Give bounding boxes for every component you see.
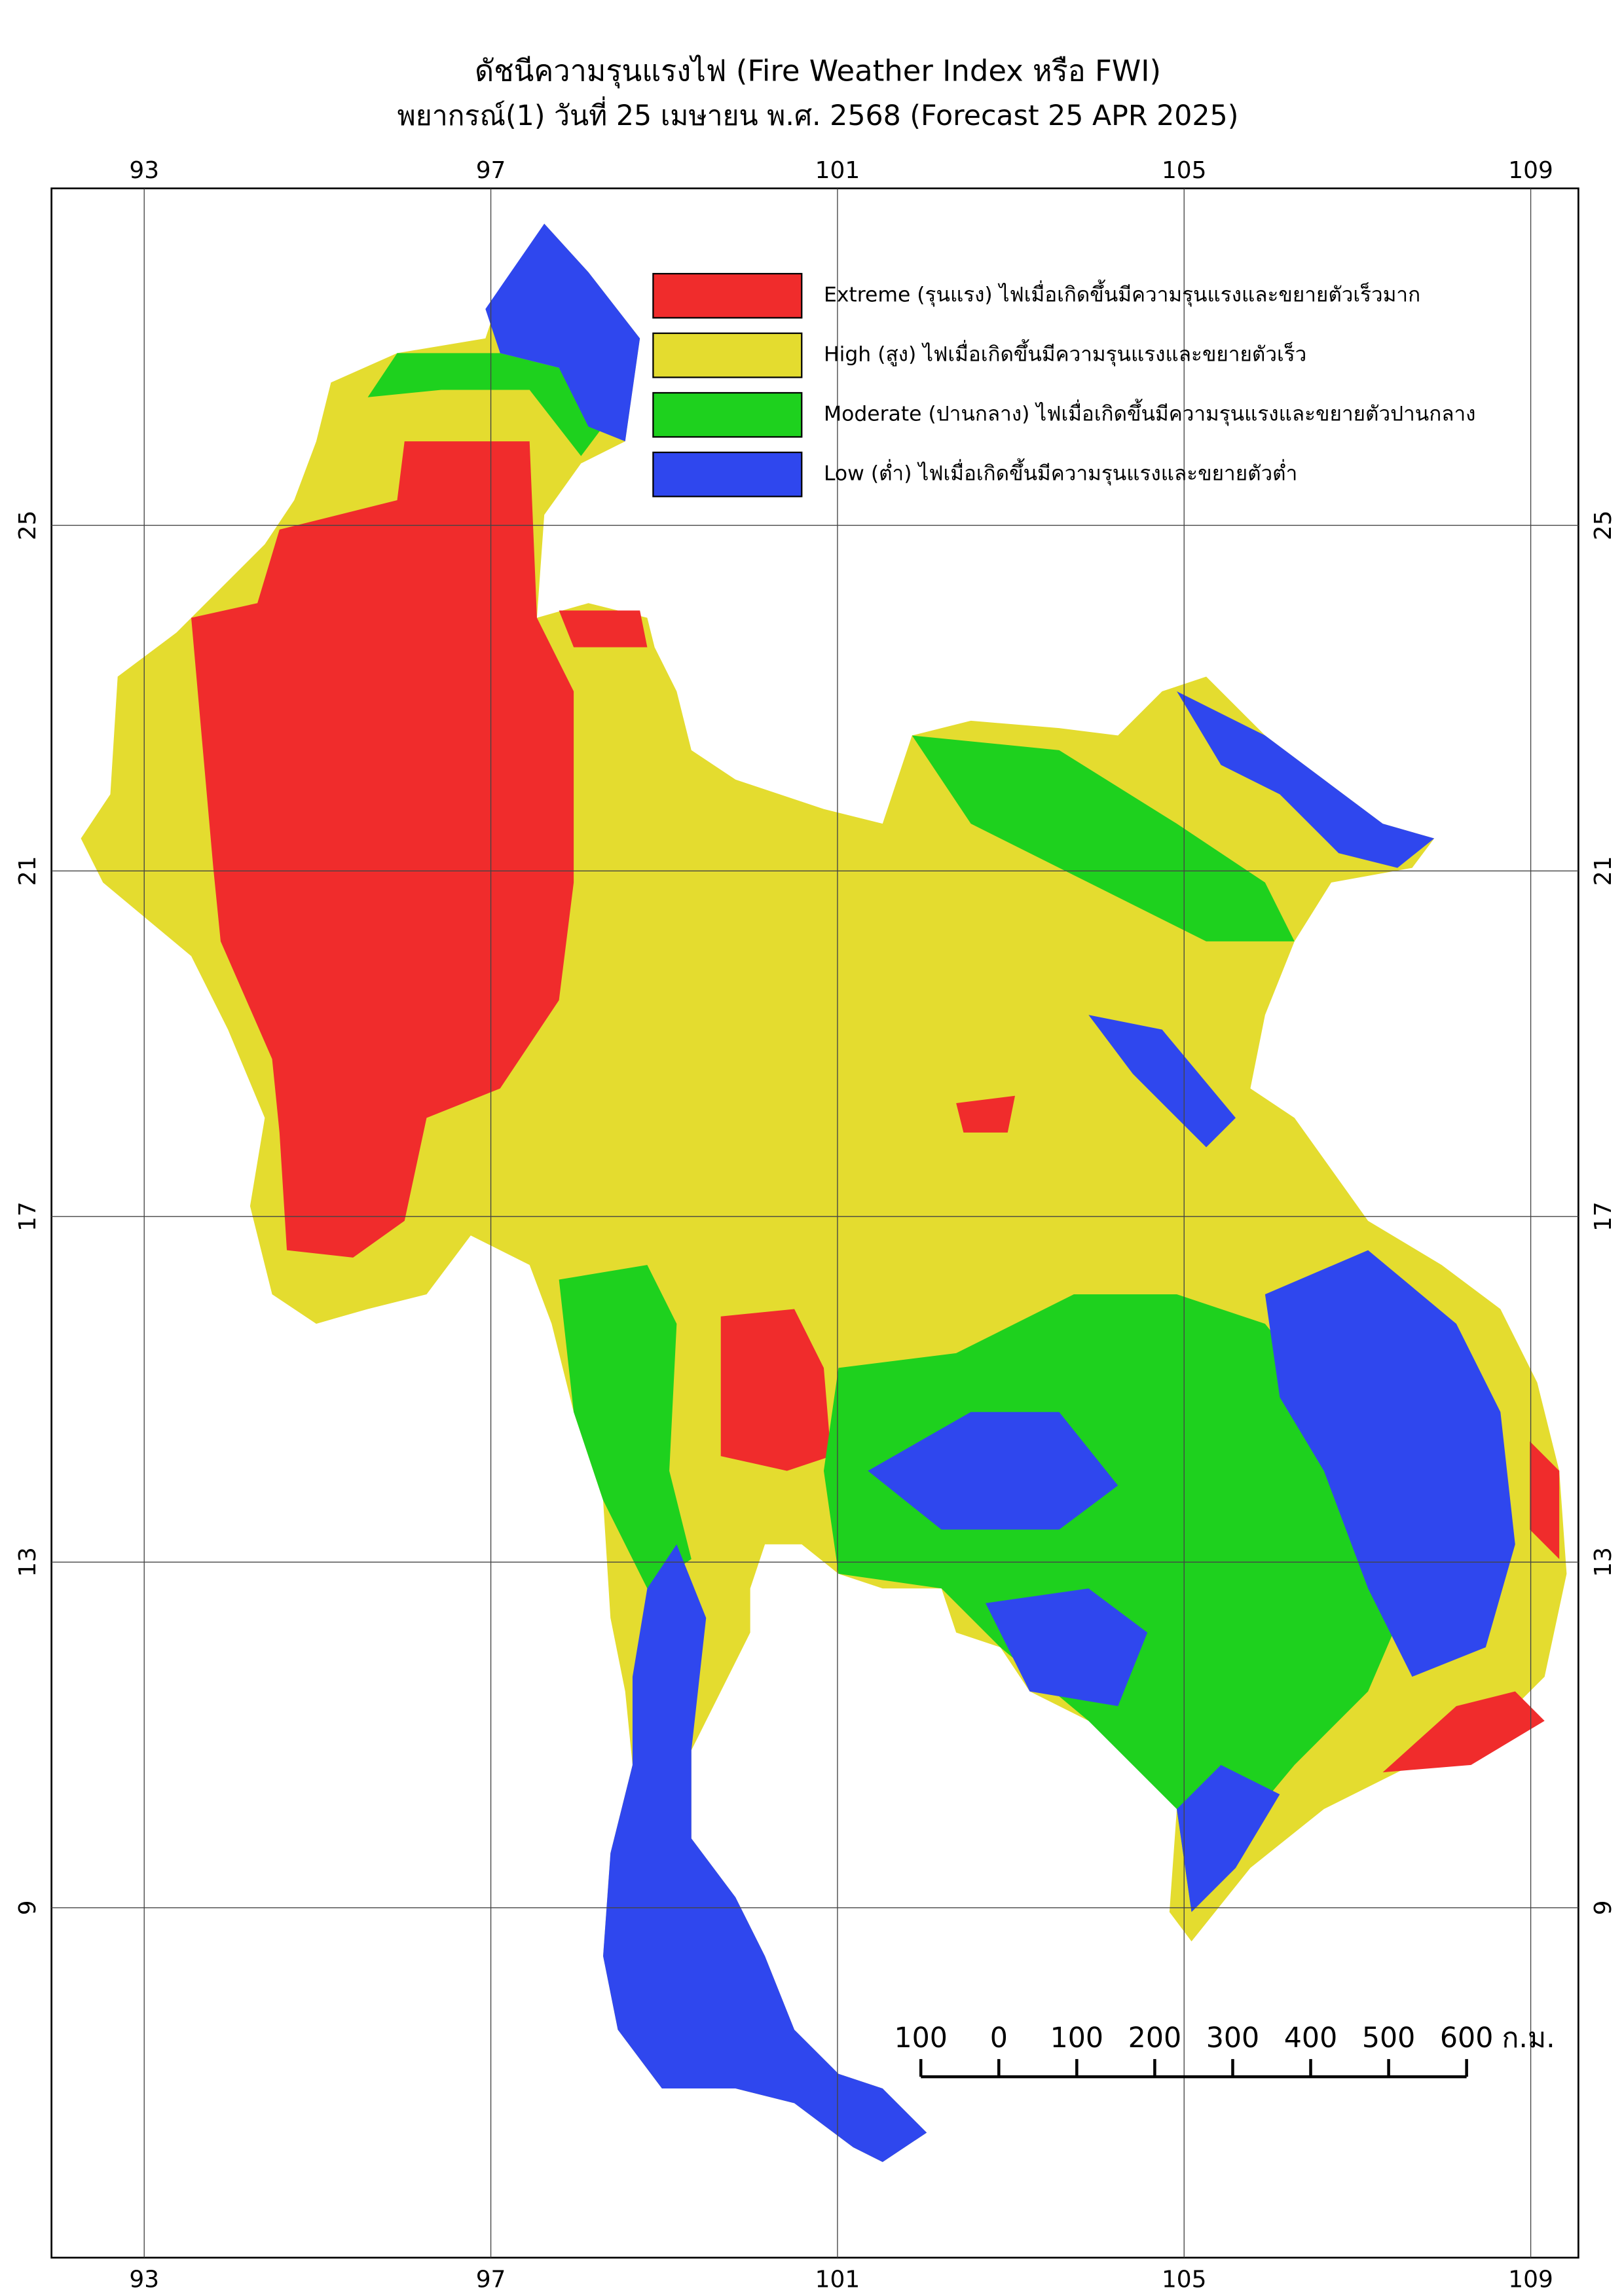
title: ดัชนีความรุนแรงไฟ (Fire Weather Index หร… bbox=[475, 54, 1161, 89]
scale-label: 0 bbox=[990, 2022, 1008, 2054]
region-extreme bbox=[1530, 1441, 1560, 1559]
legend-swatch bbox=[652, 451, 803, 498]
region-low bbox=[1177, 1764, 1280, 1912]
subtitle: พยากรณ์(1) วันที่ 25 เมษายน พ.ศ. 2568 (F… bbox=[397, 96, 1239, 132]
scale-unit: ก.ม. bbox=[1502, 2022, 1555, 2054]
region-moderate bbox=[367, 353, 604, 456]
region-low bbox=[603, 1544, 927, 2162]
scale-label: 100 bbox=[895, 2022, 948, 2054]
lon-label-bottom: 109 bbox=[1508, 2266, 1553, 2293]
land-layers bbox=[81, 223, 1567, 2162]
lon-label-top: 93 bbox=[129, 157, 159, 184]
scale-label: 300 bbox=[1206, 2022, 1259, 2054]
region-low bbox=[1264, 1250, 1515, 1677]
region-moderate bbox=[559, 1265, 692, 1589]
lon-label-top: 97 bbox=[476, 157, 506, 184]
legend-swatch bbox=[652, 392, 803, 438]
scale-label: 500 bbox=[1362, 2022, 1415, 2054]
scale-bar: 100 0 100 200 300 400 500 600 ก.ม. bbox=[895, 2022, 1555, 2079]
lon-label-bottom: 101 bbox=[815, 2266, 860, 2293]
lat-label-left: 21 bbox=[14, 856, 41, 886]
region-extreme bbox=[1382, 1691, 1545, 1773]
scale-label: 200 bbox=[1128, 2022, 1181, 2054]
legend-swatch bbox=[652, 332, 803, 378]
lon-label-top: 101 bbox=[815, 157, 860, 184]
region-low bbox=[485, 223, 640, 442]
lat-label-right: 9 bbox=[1590, 1900, 1617, 1915]
legend-label: High (สูง) ไฟเมื่อเกิดขึ้นมีความรุนแรงแล… bbox=[824, 339, 1306, 367]
region-low bbox=[1177, 691, 1435, 868]
graticule: 93 93 97 97 101 101 105 105 109 109 25 25 21 21 17 17 13… bbox=[14, 157, 1617, 2293]
lat-label-left: 13 bbox=[14, 1547, 41, 1577]
region-moderate bbox=[912, 735, 1295, 941]
lat-label-left: 9 bbox=[14, 1900, 41, 1915]
region-extreme bbox=[191, 441, 574, 1258]
scale-label: 100 bbox=[1050, 2022, 1103, 2054]
lat-label-left: 17 bbox=[14, 1201, 41, 1231]
lat-label-right: 21 bbox=[1590, 856, 1617, 886]
lon-label-top: 105 bbox=[1162, 157, 1207, 184]
legend-label: Moderate (ปานกลาง) ไฟเมื่อเกิดขึ้นมีความ… bbox=[824, 399, 1476, 427]
lat-label-right: 17 bbox=[1590, 1201, 1617, 1231]
region-low bbox=[986, 1588, 1148, 1706]
region-low bbox=[1088, 1015, 1236, 1148]
lat-label-left: 25 bbox=[14, 511, 41, 541]
region-extreme bbox=[956, 1095, 1015, 1133]
region-extreme bbox=[559, 610, 648, 647]
scale-label: 600 bbox=[1440, 2022, 1493, 2054]
lon-label-bottom: 105 bbox=[1162, 2266, 1207, 2293]
lat-label-right: 13 bbox=[1590, 1547, 1617, 1577]
lat-label-right: 25 bbox=[1590, 511, 1617, 541]
lon-label-bottom: 97 bbox=[476, 2266, 506, 2293]
scale-label: 400 bbox=[1284, 2022, 1337, 2054]
lon-label-bottom: 93 bbox=[129, 2266, 159, 2293]
lon-label-top: 109 bbox=[1508, 157, 1553, 184]
region-extreme bbox=[720, 1309, 832, 1471]
legend-label: Low (ต่ำ) ไฟเมื่อเกิดขึ้นมีความรุนแรงและ… bbox=[824, 458, 1297, 486]
region-low bbox=[868, 1412, 1118, 1530]
legend-swatch bbox=[652, 272, 803, 319]
legend: Extreme (รุนแรง) ไฟเมื่อเกิดขึ้นมีความรุ… bbox=[652, 272, 1476, 498]
legend-label: Extreme (รุนแรง) ไฟเมื่อเกิดขึ้นมีความรุ… bbox=[824, 280, 1420, 308]
